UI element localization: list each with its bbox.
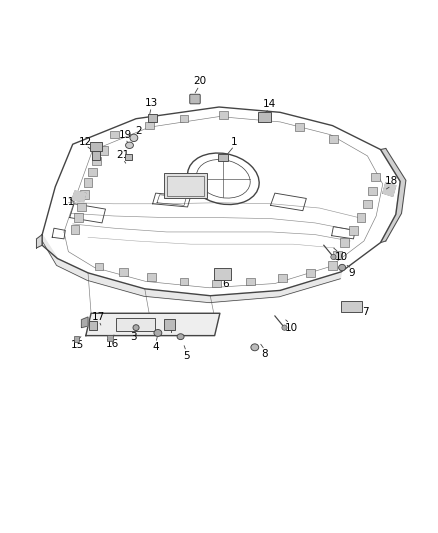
Bar [212,280,221,287]
Polygon shape [396,180,406,214]
Polygon shape [381,213,402,243]
Bar [329,135,338,143]
Bar [218,154,228,161]
Polygon shape [81,317,88,328]
Bar [219,111,228,119]
Bar [246,278,255,285]
Ellipse shape [282,325,287,330]
Polygon shape [87,273,145,296]
FancyBboxPatch shape [190,94,200,104]
Bar [74,213,83,222]
Bar [340,238,349,247]
Bar [363,199,372,208]
Bar [295,124,304,131]
Text: 3: 3 [131,332,137,342]
Polygon shape [209,290,280,303]
Bar [258,115,267,123]
Polygon shape [86,313,220,336]
Bar [357,213,365,222]
Bar [148,114,157,122]
Bar [258,112,272,122]
Bar [164,319,175,330]
Bar [341,301,362,312]
Text: 19: 19 [119,130,132,140]
Bar [84,178,92,187]
Text: 14: 14 [263,99,276,109]
Bar [214,268,231,280]
Bar [145,122,153,130]
Ellipse shape [154,329,162,336]
Bar [328,261,337,270]
Bar [125,154,132,160]
Bar [90,142,102,151]
Ellipse shape [251,344,259,351]
Ellipse shape [339,264,346,271]
Ellipse shape [177,334,184,340]
Text: 9: 9 [349,268,356,278]
Bar [88,167,97,176]
Bar [89,321,97,330]
Text: 7: 7 [362,306,369,317]
Bar [110,131,119,139]
Text: 18: 18 [385,176,398,187]
Text: 10: 10 [284,322,297,333]
Text: 5: 5 [183,351,190,361]
Bar [80,190,89,199]
Bar [167,175,204,196]
Bar [92,151,100,160]
Bar [333,251,342,259]
Bar [92,157,101,165]
Bar [306,269,315,277]
Bar [95,263,103,270]
Text: 17: 17 [92,312,106,322]
Text: 13: 13 [145,98,158,108]
Bar [77,203,86,211]
Bar [74,336,79,342]
Text: 12: 12 [79,136,92,147]
Bar [278,274,287,282]
Ellipse shape [126,142,134,149]
Bar [368,187,377,195]
Text: 10: 10 [335,252,348,262]
Polygon shape [57,259,88,280]
Ellipse shape [130,134,138,142]
Bar [371,173,380,181]
Ellipse shape [133,325,139,330]
Text: 16: 16 [106,338,119,349]
Bar [349,226,358,235]
Text: 20: 20 [193,77,206,86]
Text: 6: 6 [222,279,229,288]
Polygon shape [42,235,57,265]
Text: 4: 4 [152,342,159,352]
Text: 11: 11 [62,197,75,207]
Bar [180,278,188,285]
Bar [147,273,155,281]
Polygon shape [383,182,396,196]
Bar [107,335,113,341]
Polygon shape [144,289,210,303]
Polygon shape [279,272,341,297]
Ellipse shape [331,254,336,260]
Text: 8: 8 [261,349,268,359]
Bar [116,318,155,332]
Text: 15: 15 [71,340,84,350]
Text: 1: 1 [231,136,237,147]
Polygon shape [381,149,406,181]
Polygon shape [72,191,86,201]
Bar [120,268,128,276]
Bar [71,225,79,233]
Polygon shape [36,235,42,248]
Bar [180,115,188,123]
Bar [99,147,108,155]
Text: 2: 2 [135,126,141,136]
Bar [164,173,207,198]
Text: 21: 21 [117,150,130,160]
